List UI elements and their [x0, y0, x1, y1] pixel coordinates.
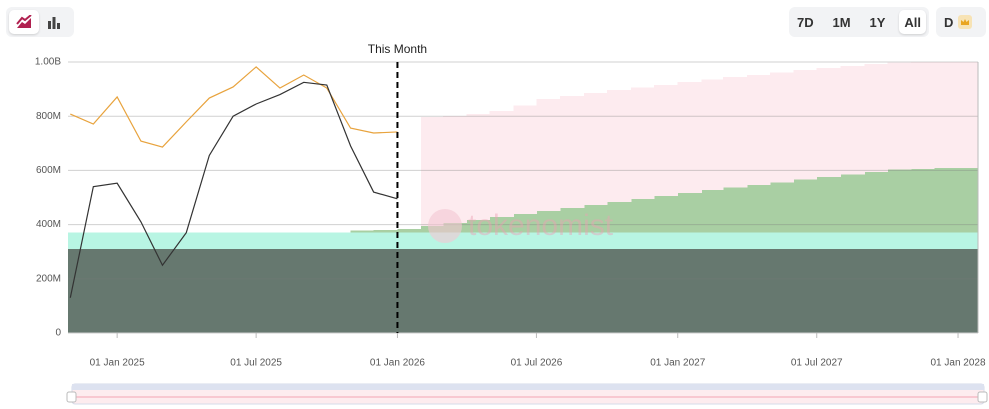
area-step	[746, 184, 771, 233]
area-step	[513, 213, 537, 233]
x-tick-label: 01 Jan 2026	[370, 358, 425, 369]
area-step	[373, 230, 398, 233]
area-step	[864, 172, 888, 233]
area-step	[584, 204, 608, 233]
area-step	[701, 79, 724, 191]
y-tick-label: 1.00B	[35, 57, 61, 68]
area-step	[536, 99, 561, 211]
x-tick-label: 01 Jul 2027	[791, 358, 843, 369]
area-step	[607, 90, 632, 202]
y-tick-label: 400M	[36, 219, 61, 230]
currency-button[interactable]: D	[939, 10, 977, 34]
area-step	[793, 179, 818, 233]
area-step	[489, 217, 514, 233]
area-chart-button[interactable]	[9, 10, 39, 34]
area-step	[934, 62, 959, 169]
line	[69, 81, 398, 298]
range-button[interactable]: All	[899, 10, 926, 34]
y-tick-label: 200M	[36, 273, 61, 284]
area-step	[421, 117, 444, 226]
area-step	[630, 198, 655, 233]
x-tick-label: 01 Jan 2028	[931, 358, 986, 369]
area-step	[958, 62, 979, 168]
area-step	[793, 70, 818, 180]
area-step	[701, 190, 724, 233]
area-step	[746, 75, 771, 185]
y-tick-label: 800M	[36, 111, 61, 122]
area-step	[489, 110, 514, 218]
area-step	[911, 62, 935, 169]
bar-chart-button[interactable]	[39, 10, 69, 34]
area-step	[397, 228, 422, 233]
slider-track	[72, 384, 984, 390]
area-step	[911, 168, 935, 233]
watermark-logo	[428, 209, 462, 243]
area-step	[584, 93, 608, 205]
x-tick-label: 01 Jan 2025	[90, 358, 145, 369]
area-step	[560, 96, 585, 208]
range-button[interactable]: 7D	[797, 14, 814, 30]
area-step	[607, 201, 632, 233]
slider-handle[interactable]	[977, 391, 988, 403]
annotation-label: This Month	[368, 42, 427, 56]
area-step	[816, 176, 842, 233]
area-step	[887, 169, 912, 233]
line	[70, 66, 398, 148]
area-step	[466, 219, 491, 233]
plot-area: 0 200M 400M 600M 800M 1.00B 01 Jan 2025 01 Jul …	[35, 42, 986, 368]
crown-icon	[958, 15, 973, 29]
area-step	[513, 105, 537, 214]
area-step	[350, 230, 375, 233]
area-step	[630, 87, 655, 199]
range-selector: 7D 1M 1Y All	[789, 7, 929, 37]
x-tick-label: 01 Jul 2026	[511, 358, 563, 369]
area-step	[769, 182, 795, 233]
area-step	[560, 207, 585, 233]
area-step	[958, 167, 979, 233]
slider-handle[interactable]	[66, 391, 77, 403]
range-button[interactable]: 1Y	[869, 14, 886, 30]
area-step	[677, 82, 703, 193]
area-step	[466, 114, 491, 220]
area-step	[723, 77, 748, 188]
x-tick-label: 01 Jan 2027	[650, 358, 705, 369]
area-step	[887, 62, 912, 170]
area-step	[677, 192, 703, 233]
area-step	[723, 187, 748, 233]
area-icon	[16, 15, 32, 28]
area-step	[653, 84, 679, 196]
area-step	[536, 210, 561, 233]
watermark: tokenomist	[468, 209, 614, 242]
area-step	[816, 67, 842, 177]
area-step	[442, 115, 468, 223]
x-tick-label: 01 Jul 2025	[230, 358, 282, 369]
y-tick-label: 600M	[36, 165, 61, 176]
range-button[interactable]: 1M	[832, 14, 851, 30]
area-step	[68, 248, 979, 333]
area-step	[864, 64, 888, 173]
area-step	[769, 72, 795, 183]
currency-selector: D	[936, 7, 986, 37]
chart-type-toggle	[6, 7, 74, 37]
y-tick-label: 0	[55, 328, 61, 339]
area-step	[840, 66, 865, 175]
area-step	[68, 232, 979, 249]
currency-label: D	[944, 14, 954, 30]
area-step	[840, 174, 865, 233]
area-step	[653, 195, 679, 233]
area-step	[934, 168, 959, 233]
bar-icon	[48, 17, 60, 29]
